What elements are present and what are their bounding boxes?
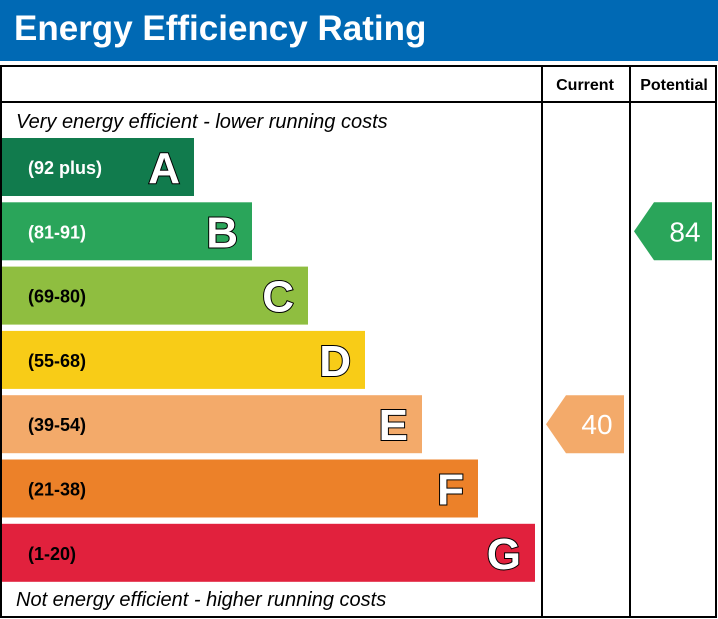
band-a: (92 plus) A (2, 138, 194, 196)
table-frame (0, 65, 717, 618)
band-letter: D (319, 337, 351, 386)
band-range-label: (39-54) (28, 415, 86, 435)
current-rating-marker-arrow (546, 395, 624, 454)
band-f: (21-38) F (2, 459, 478, 518)
band-letter: C (262, 273, 294, 322)
band-bar (2, 523, 535, 582)
band-letter: E (379, 401, 408, 450)
band-bar (2, 459, 478, 518)
current-rating-marker: 40 (546, 395, 624, 454)
current-column-label: Current (556, 77, 614, 94)
page-title: Energy Efficiency Rating (14, 9, 427, 48)
band-bar (2, 395, 422, 454)
rating-bands: (92 plus) A (81-91) B (69-80) C (55-68) D (39-54… (2, 138, 535, 582)
header-bar: Energy Efficiency Rating (0, 0, 718, 61)
band-bar (2, 202, 252, 261)
band-range-label: (21-38) (28, 480, 86, 500)
band-bar (2, 330, 365, 389)
band-letter: B (206, 208, 238, 257)
band-range-label: (55-68) (28, 351, 86, 371)
band-range-label: (81-91) (28, 222, 86, 242)
band-g: (1-20) G (2, 523, 535, 582)
band-bar (2, 266, 308, 325)
band-b: (81-91) B (2, 202, 252, 261)
band-letter: F (437, 466, 464, 515)
band-range-label: (92 plus) (28, 158, 102, 178)
band-d: (55-68) D (2, 330, 365, 389)
band-letter: G (487, 530, 521, 579)
potential-column-label: Potential (640, 77, 708, 94)
current-rating-marker-value: 40 (581, 409, 612, 440)
potential-rating-marker-arrow (634, 202, 712, 261)
band-range-label: (1-20) (28, 544, 76, 564)
bottom-note: Not energy efficient - higher running co… (16, 589, 386, 611)
top-note: Very energy efficient - lower running co… (16, 111, 388, 133)
potential-rating-marker-value: 84 (669, 216, 700, 247)
score-markers: 40 84 (546, 202, 712, 454)
potential-rating-marker: 84 (634, 202, 712, 261)
band-c: (69-80) C (2, 266, 308, 325)
band-bar (2, 138, 194, 196)
band-letter: A (148, 144, 180, 193)
band-e: (39-54) E (2, 395, 422, 454)
band-range-label: (69-80) (28, 287, 86, 307)
